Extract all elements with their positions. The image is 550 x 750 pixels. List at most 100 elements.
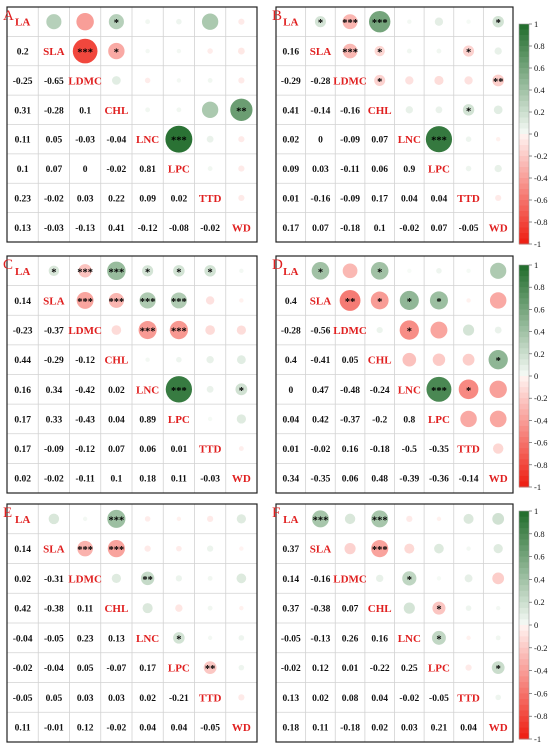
correlation-circle	[495, 694, 501, 701]
correlation-circle	[108, 292, 124, 308]
coefficient-label: -0.02	[44, 475, 64, 485]
colorbar-tick-label: -0.4	[534, 415, 548, 425]
correlation-circle	[466, 546, 471, 551]
coefficient-label: 0.2	[17, 48, 29, 58]
colorbar-tick-label: 0.4	[534, 574, 545, 584]
correlation-circle	[236, 573, 247, 584]
correlation-circle	[236, 355, 246, 365]
correlation-circle	[111, 325, 122, 335]
coefficient-label: 0.03	[77, 194, 94, 204]
coefficient-label: 0.03	[108, 694, 125, 704]
significance-mark: **	[345, 297, 356, 308]
correlation-circle	[464, 76, 473, 85]
coefficient-label: -0.2	[372, 415, 387, 425]
colorbar-segment	[519, 167, 529, 173]
panel-border	[275, 503, 514, 743]
correlation-circle	[203, 661, 217, 675]
colorbar-segment	[519, 664, 529, 672]
colorbar-segment	[519, 470, 529, 477]
correlation-circle	[435, 106, 443, 114]
coefficient-label: -0.04	[106, 136, 126, 146]
coefficient-label: 0.44	[14, 356, 31, 366]
correlation-circle	[206, 356, 214, 364]
variable-label: LDMC	[68, 75, 102, 87]
correlation-circle	[239, 605, 244, 611]
colorbar-segment	[519, 392, 529, 399]
colorbar-tick-label: -0.8	[534, 460, 547, 470]
variable-label: CHL	[104, 105, 128, 117]
colorbar-segment	[519, 73, 529, 80]
coefficient-label: 0.18	[139, 475, 156, 485]
variable-label: SLA	[43, 544, 64, 556]
coefficient-label: -0.01	[44, 724, 64, 734]
colorbar-segment	[519, 238, 529, 245]
correlation-circle	[434, 75, 444, 86]
coefficient-label: -0.04	[13, 634, 33, 644]
correlation-circle	[201, 101, 219, 118]
coefficient-label: -0.09	[340, 194, 360, 204]
coefficient-label: 0.4	[285, 297, 297, 307]
correlation-circle	[489, 292, 507, 309]
coefficient-label: -0.56	[311, 327, 331, 337]
correlation-circle	[462, 104, 475, 116]
significance-mark: *	[114, 48, 119, 59]
correlation-circle	[238, 77, 245, 84]
significance-mark: *	[318, 18, 323, 29]
colorbar-segment	[519, 431, 529, 438]
coefficient-label: 0.12	[77, 724, 94, 734]
correlation-circle	[145, 19, 151, 25]
coefficient-label: 0.14	[14, 297, 31, 307]
significance-mark: ***	[171, 297, 187, 308]
coefficient-label: 0.06	[342, 475, 359, 485]
coefficient-label: 0.11	[15, 724, 31, 734]
colorbar-segment	[519, 716, 529, 723]
coefficient-label: 0.17	[139, 664, 156, 674]
panel-b: B LA SLA LDMC CHL LNC LPC TTD WD 0.16 -0.29 -0.28 0.…	[272, 6, 514, 243]
colorbar-segment	[519, 287, 529, 294]
significance-mark: *	[407, 297, 412, 308]
colorbar-segment	[519, 348, 529, 355]
significance-mark: *	[208, 267, 213, 278]
colorbar-segment	[519, 636, 529, 643]
colorbar-segment	[519, 95, 529, 102]
panel-d: D LA SLA LDMC CHL LNC LPC TTD WD 0.4 -0.28 -0.56 0.4…	[272, 255, 514, 494]
correlation-circle	[436, 576, 442, 581]
coefficient-label: -0.02	[399, 694, 419, 704]
correlation-circle	[239, 298, 244, 303]
correlation-circle	[407, 19, 412, 24]
colorbar-tick-label: 0.4	[534, 327, 545, 337]
colorbar-segment	[519, 276, 529, 283]
significance-mark: *	[114, 18, 119, 29]
coefficient-label: -0.11	[75, 475, 95, 485]
correlation-circle	[399, 320, 419, 340]
correlation-circle	[206, 545, 214, 552]
coefficient-label: 0.04	[283, 415, 300, 425]
correlation-circle	[458, 379, 479, 400]
colorbar-tick-label: 1	[534, 19, 538, 29]
coefficient-label: -0.39	[399, 475, 419, 485]
correlation-circle	[399, 290, 419, 310]
correlation-circle	[204, 265, 216, 277]
variable-label: LDMC	[68, 325, 102, 337]
correlation-circle	[207, 635, 213, 641]
coefficient-label: 0	[288, 386, 293, 396]
colorbar-segment	[519, 693, 529, 700]
coefficient-label: 0	[83, 165, 88, 175]
correlation-circle	[108, 42, 125, 60]
colorbar-segment	[519, 128, 529, 135]
coefficient-label: 0.02	[108, 386, 125, 396]
correlation-circle	[170, 292, 187, 309]
coefficient-label: 0.01	[171, 445, 188, 455]
correlation-circle	[370, 291, 389, 310]
correlation-circle	[492, 443, 504, 454]
colorbar-segment	[519, 90, 529, 96]
colorbar-segment	[519, 545, 529, 552]
colorbar-segment	[519, 326, 529, 333]
coefficient-label: 0.1	[79, 106, 91, 116]
colorbar-segment	[519, 303, 529, 310]
correlation-circle	[176, 48, 182, 54]
coefficient-label: 0.16	[14, 386, 31, 396]
coefficient-label: -0.05	[44, 634, 64, 644]
coefficient-label: 0.05	[77, 664, 94, 674]
colorbar-segment	[519, 51, 529, 58]
